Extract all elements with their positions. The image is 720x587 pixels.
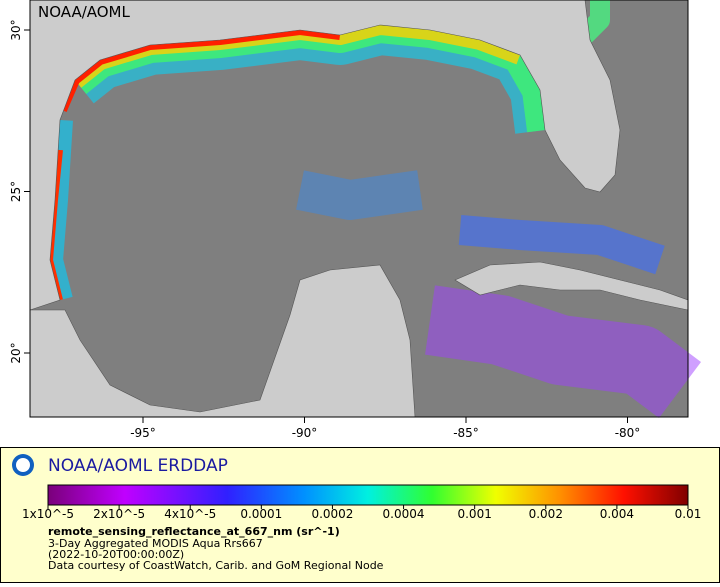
colorbar-tick-label: 0.0001 (240, 507, 282, 521)
dataset: 3-Day Aggregated MODIS Aqua Rrs667 (48, 537, 263, 550)
colorbar-tick-label: 2x10^-5 (93, 507, 145, 521)
colorbar-tick-label: 1x10^-5 (22, 507, 74, 521)
legend-box (0, 447, 720, 583)
legend-title: NOAA/AOML ERDDAP (48, 456, 228, 476)
lat-tick-label: 25° (9, 181, 23, 202)
legend: NOAA/AOML ERDDAP 1x10^-5 2x10^-5 4x10^-5 0.… (0, 447, 720, 583)
lat-tick-label: 20° (9, 342, 23, 363)
land-north (29, 0, 621, 311)
variable: remote_sensing_reflectance_at_667_nm (sr… (48, 525, 340, 538)
time: (2022-10-20T00:00:00Z) (48, 548, 184, 561)
map: NOAA/AOML (29, 0, 701, 418)
colorbar-tick-label: 0.004 (600, 507, 634, 521)
watermark: NOAA/AOML (38, 3, 131, 21)
land-south (29, 264, 416, 418)
colorbar-tick-label: 4x10^-5 (164, 507, 216, 521)
lon-tick-label: -85° (453, 426, 479, 440)
colorbar (47, 484, 689, 506)
lon-tick-label: -90° (292, 426, 318, 440)
lon-tick-label: -95° (130, 426, 156, 440)
colorbar-ticks: 1x10^-5 2x10^-5 4x10^-5 0.0001 0.0002 0.0004 0… (22, 505, 701, 521)
colorbar-tick-label: 0.002 (529, 507, 563, 521)
lat-tick-label: 30° (9, 19, 23, 40)
colorbar-tick-label: 0.0002 (311, 507, 353, 521)
colorbar-tick-label: 0.01 (675, 507, 702, 521)
axis-ticks: 30° 25° 20° -95° -90° -85° -80° (9, 19, 640, 440)
colorbar-tick-label: 0.001 (457, 507, 491, 521)
colorbar-tick-label: 0.0004 (383, 507, 425, 521)
lon-tick-label: -80° (615, 426, 641, 440)
noaa-logo-inner (16, 458, 30, 472)
map-frame (29, 0, 689, 418)
credit: Data courtesy of CoastWatch, Carib. and … (48, 559, 384, 572)
